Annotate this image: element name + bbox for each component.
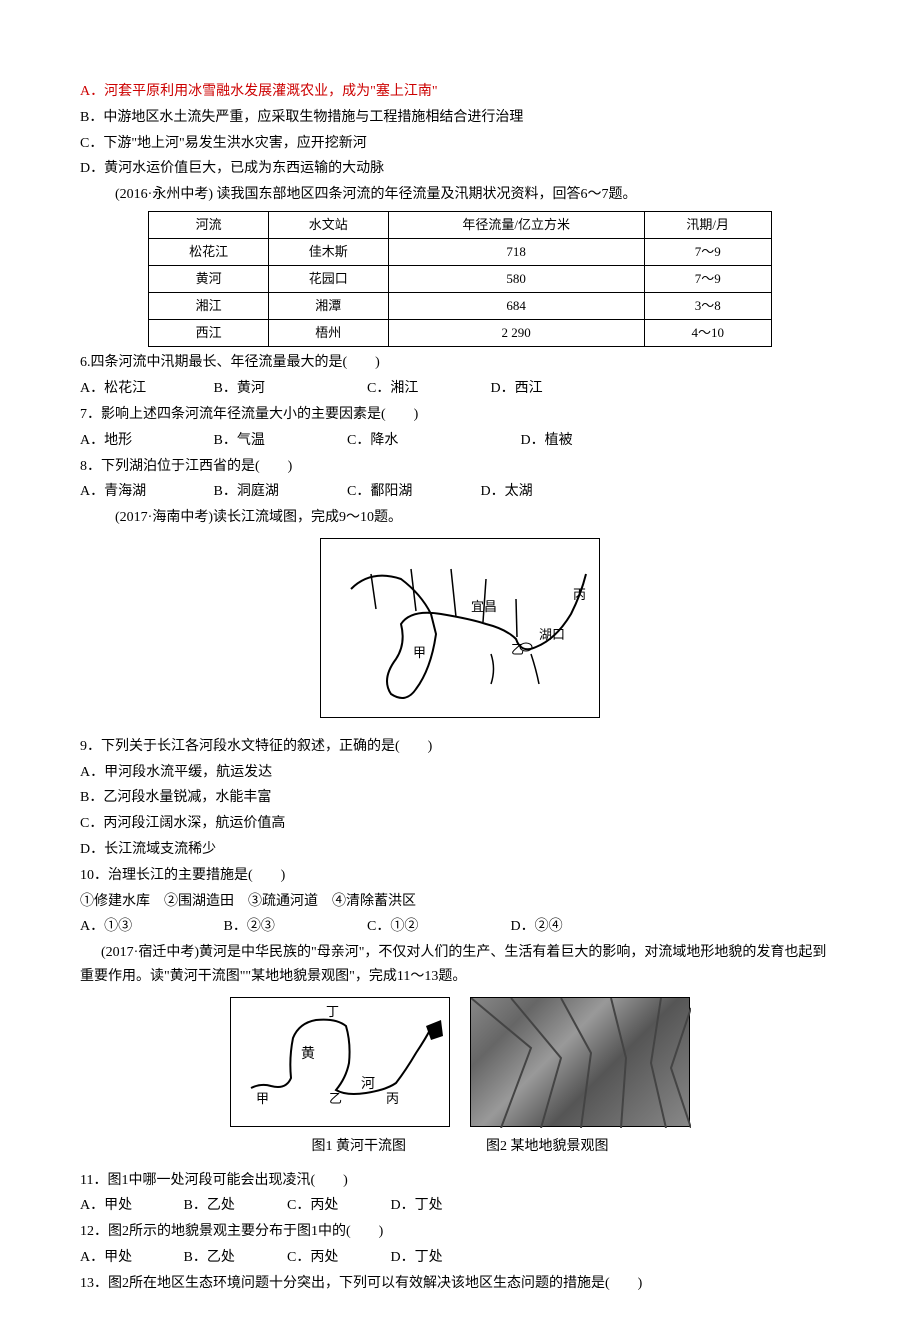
q10-d: D．②④ xyxy=(511,915,563,939)
label-he: 河 xyxy=(361,1076,375,1092)
option-c: C．下游"地上河"易发生洪水灾害，应开挖新河 xyxy=(80,132,840,156)
q12-c: C．丙处 xyxy=(287,1246,387,1270)
q10-a: A．①③ xyxy=(80,915,220,939)
landscape-photo xyxy=(470,997,690,1127)
caption-2: 图2 某地地貌景观图 xyxy=(486,1135,609,1159)
q8-c: C．鄱阳湖 xyxy=(347,480,477,504)
prompt-6-7: (2016·永州中考) 读我国东部地区四条河流的年径流量及汛期状况资料，回答6～… xyxy=(80,183,840,207)
table-cell: 黄河 xyxy=(149,266,269,293)
option-a: A．河套平原利用冰雪融水发展灌溉农业，成为"塞上江南" xyxy=(80,80,840,104)
q10-b: B．②③ xyxy=(224,915,364,939)
q7-a: A．地形 xyxy=(80,429,210,453)
table-cell: 718 xyxy=(388,239,644,266)
q11-stem: 11．图1中哪一处河段可能会出现凌汛( ) xyxy=(80,1169,840,1193)
q6-c: C．湘江 xyxy=(367,377,487,401)
rivers-table: 河流 水文站 年径流量/亿立方米 汛期/月 松花江 佳木斯 718 7～9 黄河… xyxy=(148,211,771,347)
table-cell: 西江 xyxy=(149,320,269,347)
q9-stem: 9．下列关于长江各河段水文特征的叙述，正确的是( ) xyxy=(80,735,840,759)
table-cell: 松花江 xyxy=(149,239,269,266)
q8-b: B．洞庭湖 xyxy=(214,480,344,504)
q7-options: A．地形 B．气温 C．降水 D．植被 xyxy=(80,429,840,453)
q9-b: B．乙河段水量锐减，水能丰富 xyxy=(80,786,840,810)
table-header: 年径流量/亿立方米 xyxy=(388,211,644,238)
label-jia2: 甲 xyxy=(256,1091,269,1106)
option-b: B．中游地区水土流失严重，应采取生物措施与工程措施相结合进行治理 xyxy=(80,106,840,130)
q9-d: D．长江流域支流稀少 xyxy=(80,838,840,862)
q7-b: B．气温 xyxy=(214,429,344,453)
label-bing2: 丙 xyxy=(386,1091,399,1106)
q10-options: A．①③ B．②③ C．①② D．②④ xyxy=(80,915,840,939)
q8-stem: 8．下列湖泊位于江西省的是( ) xyxy=(80,455,840,479)
q12-options: A．甲处 B．乙处 C．丙处 D．丁处 xyxy=(80,1246,840,1270)
table-cell: 湘潭 xyxy=(268,293,388,320)
q11-a: A．甲处 xyxy=(80,1194,180,1218)
table-header: 河流 xyxy=(149,211,269,238)
q11-d: D．丁处 xyxy=(391,1194,443,1218)
q8-options: A．青海湖 B．洞庭湖 C．鄱阳湖 D．太湖 xyxy=(80,480,840,504)
prompt-11-13: (2017·宿迁中考)黄河是中华民族的"母亲河"，不仅对人们的生产、生活有着巨大… xyxy=(80,941,840,989)
q11-options: A．甲处 B．乙处 C．丙处 D．丁处 xyxy=(80,1194,840,1218)
q6-d: D．西江 xyxy=(491,377,543,401)
table-cell: 7～9 xyxy=(644,266,771,293)
table-header: 汛期/月 xyxy=(644,211,771,238)
q11-c: C．丙处 xyxy=(287,1194,387,1218)
q11-b: B．乙处 xyxy=(184,1194,284,1218)
q7-stem: 7．影响上述四条河流年径流量大小的主要因素是( ) xyxy=(80,403,840,427)
prompt-9-10: (2017·海南中考)读长江流域图，完成9～10题。 xyxy=(80,506,840,530)
q8-a: A．青海湖 xyxy=(80,480,210,504)
q9-c: C．丙河段江阔水深，航运价值高 xyxy=(80,812,840,836)
label-hukou: 湖口 xyxy=(539,627,565,642)
label-yichang: 宜昌 xyxy=(471,599,497,614)
label-huang: 黄 xyxy=(301,1045,315,1062)
yangtze-map-container: 宜昌 湖口 甲 乙 丙 xyxy=(80,538,840,727)
q13-stem: 13．图2所在地区生态环境问题十分突出，下列可以有效解决该地区生态问题的措施是(… xyxy=(80,1272,840,1296)
table-cell: 580 xyxy=(388,266,644,293)
q10-c: C．①② xyxy=(367,915,507,939)
caption-row: 图1 黄河干流图 图2 某地地貌景观图 xyxy=(80,1135,840,1159)
table-cell: 佳木斯 xyxy=(268,239,388,266)
q12-d: D．丁处 xyxy=(391,1246,443,1270)
label-yi2: 乙 xyxy=(329,1091,342,1106)
q6-options: A．松花江 B．黄河 C．湘江 D．西江 xyxy=(80,377,840,401)
table-cell: 4～10 xyxy=(644,320,771,347)
q12-b: B．乙处 xyxy=(184,1246,284,1270)
q7-d: D．植被 xyxy=(521,429,573,453)
yellow-river-map: 黄 河 甲 乙 丙 丁 xyxy=(230,997,450,1127)
q10-items: ①修建水库 ②围湖造田 ③疏通河道 ④清除蓄洪区 xyxy=(80,890,840,914)
table-cell: 2 290 xyxy=(388,320,644,347)
option-d: D．黄河水运价值巨大，已成为东西运输的大动脉 xyxy=(80,157,840,181)
table-cell: 7～9 xyxy=(644,239,771,266)
q6-b: B．黄河 xyxy=(214,377,364,401)
table-cell: 湘江 xyxy=(149,293,269,320)
table-cell: 3～8 xyxy=(644,293,771,320)
table-header: 水文站 xyxy=(268,211,388,238)
q8-d: D．太湖 xyxy=(481,480,533,504)
label-ding: 丁 xyxy=(326,1004,339,1019)
label-bing: 丙 xyxy=(573,587,586,602)
yangtze-map: 宜昌 湖口 甲 乙 丙 xyxy=(320,538,600,718)
q6-stem: 6.四条河流中汛期最长、年径流量最大的是( ) xyxy=(80,351,840,375)
q12-a: A．甲处 xyxy=(80,1246,180,1270)
q7-c: C．降水 xyxy=(347,429,517,453)
q9-a: A．甲河段水流平缓，航运发达 xyxy=(80,761,840,785)
label-jia: 甲 xyxy=(413,645,426,660)
q6-a: A．松花江 xyxy=(80,377,210,401)
table-cell: 花园口 xyxy=(268,266,388,293)
caption-1: 图1 黄河干流图 xyxy=(312,1135,407,1159)
table-cell: 梧州 xyxy=(268,320,388,347)
image-pair: 黄 河 甲 乙 丙 丁 xyxy=(80,997,840,1127)
q12-stem: 12．图2所示的地貌景观主要分布于图1中的( ) xyxy=(80,1220,840,1244)
table-cell: 684 xyxy=(388,293,644,320)
q10-stem: 10．治理长江的主要措施是( ) xyxy=(80,864,840,888)
